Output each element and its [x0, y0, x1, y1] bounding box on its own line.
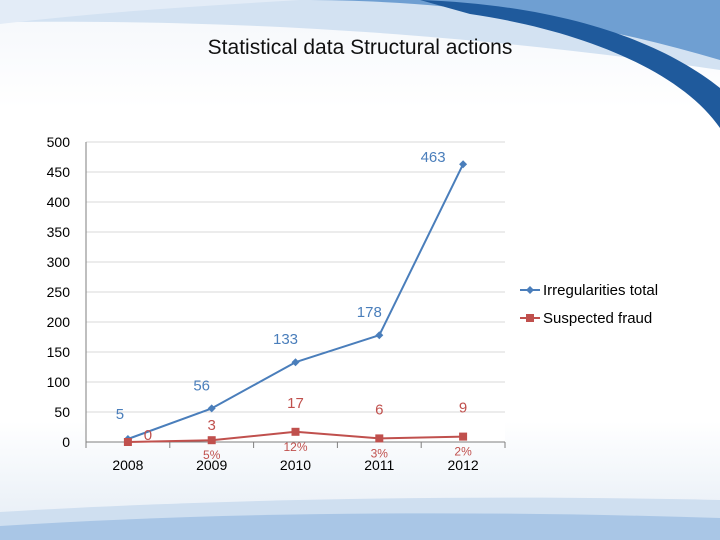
data-point-irregularities: [375, 331, 384, 340]
fraud-value-label: 0: [144, 427, 152, 444]
y-tick-label: 500: [47, 134, 71, 150]
y-tick-label: 150: [47, 344, 71, 360]
irregularities-value-label: 463: [421, 149, 446, 166]
bottom-band-dark: [0, 513, 720, 540]
data-point-fraud: [375, 434, 384, 443]
data-point-irregularities: [291, 358, 300, 367]
legend-label: Irregularities total: [543, 282, 658, 299]
y-tick-label: 0: [62, 434, 70, 450]
data-point-irregularities: [207, 404, 216, 413]
x-tick-label: 2011: [364, 457, 394, 473]
x-tick-label: 2010: [280, 457, 311, 473]
top-left-band: [0, 0, 300, 24]
fraud-percent-label: 12%: [283, 440, 307, 454]
y-tick-label: 400: [47, 194, 71, 210]
x-tick-label: 2009: [196, 457, 227, 473]
y-tick-label: 350: [47, 224, 71, 240]
irregularities-value-label: 133: [273, 331, 298, 348]
fraud-percent-label: 2%: [454, 445, 472, 459]
irregularities-value-label: 178: [357, 304, 382, 321]
data-point-fraud: [207, 436, 216, 445]
data-point-fraud: [123, 438, 132, 446]
irregularities-value-label: 56: [193, 377, 210, 394]
y-tick-label: 50: [54, 404, 70, 420]
x-tick-label: 2012: [448, 457, 479, 473]
fraud-value-label: 6: [375, 401, 383, 418]
legend-marker-square: [526, 314, 534, 322]
top-band-mid: [300, 0, 720, 60]
y-tick-label: 100: [47, 374, 71, 390]
fraud-value-label: 17: [287, 395, 304, 412]
slide-title: Statistical data Structural actions: [207, 36, 513, 59]
fraud-percent-label: 5%: [203, 448, 221, 462]
legend-marker-diamond: [526, 286, 534, 294]
y-tick-label: 300: [47, 254, 71, 270]
top-band-dark: [420, 0, 720, 128]
legend-label: Suspected fraud: [543, 310, 652, 327]
y-tick-label: 250: [47, 284, 71, 300]
data-point-fraud: [291, 427, 300, 436]
fraud-value-label: 9: [459, 400, 467, 417]
data-point-fraud: [459, 432, 468, 441]
irregularities-value-label: 5: [116, 406, 124, 423]
data-point-irregularities: [459, 160, 468, 169]
x-tick-label: 2008: [112, 457, 143, 473]
y-tick-label: 200: [47, 314, 71, 330]
y-tick-label: 450: [47, 164, 71, 180]
fraud-value-label: 3: [208, 417, 216, 434]
fraud-percent-label: 3%: [371, 446, 389, 460]
